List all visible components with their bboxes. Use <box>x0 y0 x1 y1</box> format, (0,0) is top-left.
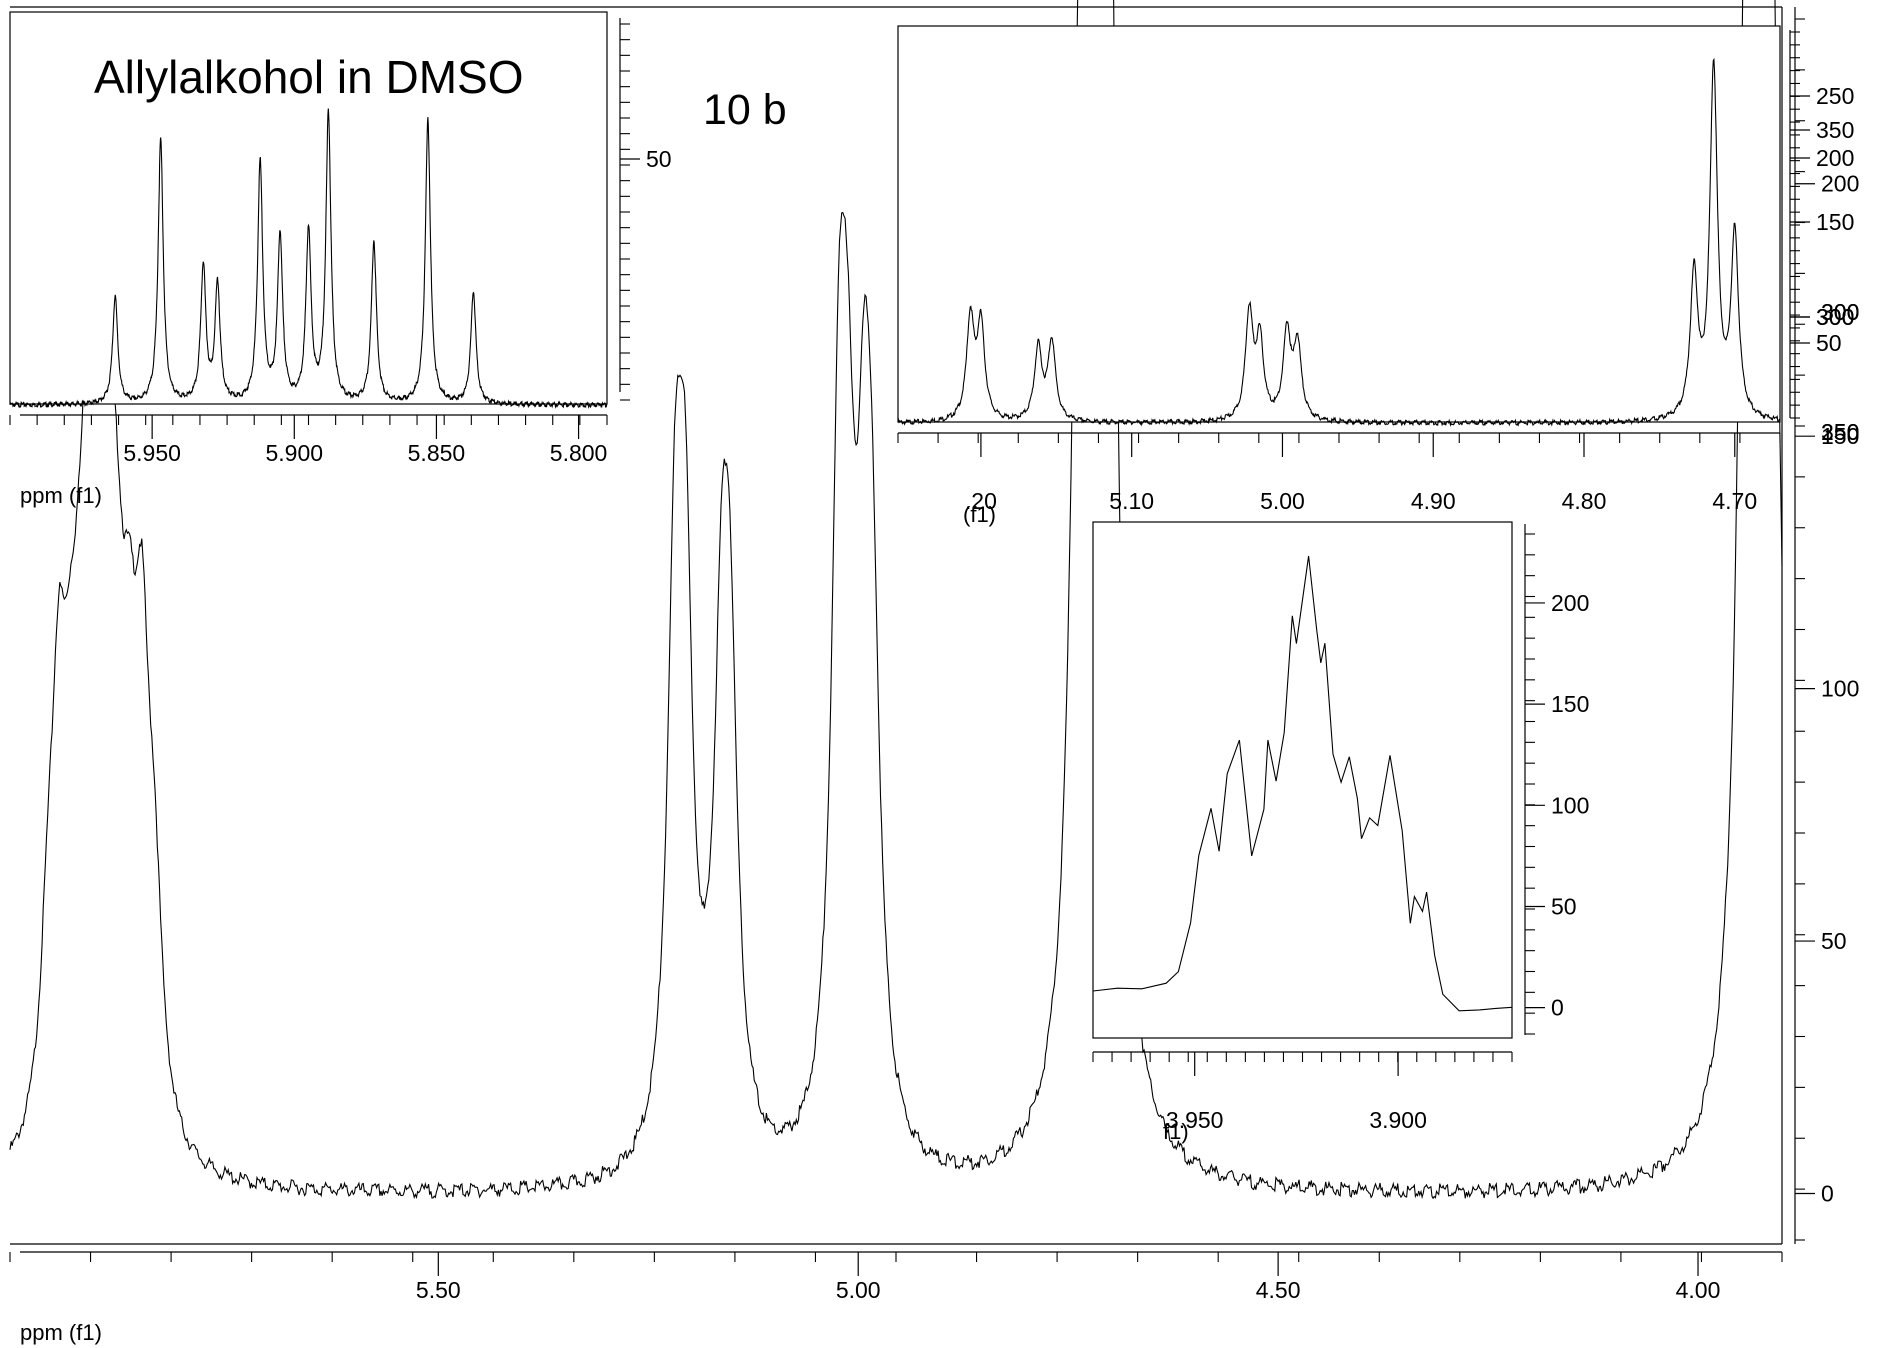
inset1-x-ticks: 5.950 5.900 5.850 5.800 <box>9 415 608 466</box>
inset-ch2-o: 3.950 3.900 0 50 100 150 200 f1) <box>1092 521 1589 1144</box>
x-tick-label: 3.900 <box>1369 1107 1427 1133</box>
x-tick-label: 4.80 <box>1562 488 1607 514</box>
y-tick-label: 100 <box>1551 792 1589 818</box>
inset2-x-axis-label: (f1) <box>963 502 996 527</box>
x-tick-label: 4.00 <box>1676 1277 1721 1303</box>
x-tick-label: 5.50 <box>416 1277 461 1303</box>
chart-title: Allylalkohol in DMSO <box>94 51 523 103</box>
x-tick-label: 5.850 <box>408 440 466 466</box>
inset2-x-ticks: .20 5.10 5.00 4.90 4.80 4.70 <box>897 433 1781 514</box>
y-tick-label: 50 <box>646 146 672 172</box>
x-tick-label: 5.00 <box>1260 488 1305 514</box>
inset-terminal-ch2-and-oh: .20 5.10 5.00 4.90 4.80 4.70 2503502001503003… <box>897 25 1854 527</box>
x-tick-label: 5.950 <box>123 440 181 466</box>
y-tick-label: 150 <box>1816 209 1854 235</box>
inset2-frame <box>897 25 1781 423</box>
x-tick-label: 5.800 <box>550 440 608 466</box>
x-tick-label: 4.70 <box>1712 488 1757 514</box>
y-tick-label-extra: 300 <box>1821 299 1859 325</box>
x-tick-label: 5.00 <box>836 1277 881 1303</box>
y-tick-label: 200 <box>1551 590 1589 616</box>
inset1-y-ticks: 50 <box>620 23 672 401</box>
main-x-ticks: 5.50 5.00 4.50 4.00 <box>9 1252 1783 1303</box>
x-tick-label: 5.900 <box>266 440 324 466</box>
y-tick-label-extra: 250 <box>1821 419 1859 445</box>
y-tick-label: 50 <box>1551 893 1577 919</box>
y-tick-label: 50 <box>1821 928 1847 954</box>
y-tick-label: 350 <box>1816 117 1854 143</box>
inset2-spectrum-trace <box>897 57 1781 427</box>
x-tick-label: 5.10 <box>1109 488 1154 514</box>
main-spectrum: 5.50 5.00 4.50 4.00 05010015020025035030030… <box>9 0 1859 1345</box>
x-tick-label: 4.50 <box>1256 1277 1301 1303</box>
inset3-x-ticks: 3.950 3.900 <box>1092 1052 1513 1133</box>
y-tick-label: 200 <box>1816 145 1854 171</box>
y-tick-label-extra: 300 <box>1821 299 1859 325</box>
main-x-axis-label: ppm (f1) <box>20 1320 102 1345</box>
inset3-y-ticks: 0 50 100 150 200 <box>1525 533 1589 1035</box>
inset3-frame <box>1092 521 1513 1039</box>
sample-label: 10 b <box>703 86 787 134</box>
y-tick-label: 0 <box>1821 1181 1834 1207</box>
y-tick-label-extra: 350 <box>1821 419 1859 445</box>
y-tick-label: 150 <box>1821 423 1859 449</box>
x-tick-label: 4.90 <box>1411 488 1456 514</box>
y-tick-label: 200 <box>1821 171 1859 197</box>
y-tick-label: 50 <box>1816 330 1842 356</box>
y-tick-label: 300 <box>1816 304 1854 330</box>
y-tick-label: 150 <box>1551 691 1589 717</box>
inset1-spectrum-trace <box>9 108 608 409</box>
inset3-x-axis-label: f1) <box>1163 1119 1189 1144</box>
main-spectrum-trace <box>9 0 1783 1200</box>
y-tick-label: 0 <box>1551 995 1564 1021</box>
y-tick-label: 300 <box>1816 304 1854 330</box>
y-tick-label: 100 <box>1821 676 1859 702</box>
inset3-spectrum-trace <box>1092 555 1513 1012</box>
inset-olefinic-ch: 5.950 5.900 5.850 5.800 50 Allylalkohol in … <box>9 11 672 508</box>
x-tick-label: .20 <box>965 488 997 514</box>
inset1-x-axis-label: ppm (f1) <box>20 483 102 508</box>
inset1-frame <box>9 11 608 405</box>
y-tick-label: 250 <box>1816 83 1854 109</box>
x-tick-label: 3.950 <box>1166 1107 1224 1133</box>
